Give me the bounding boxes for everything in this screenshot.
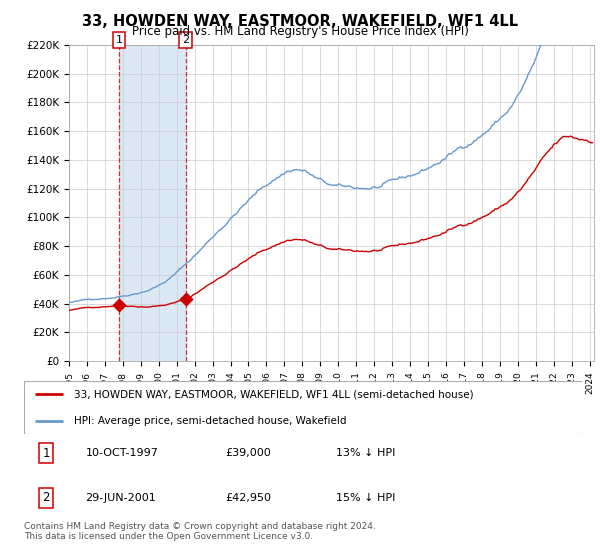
Text: 2: 2 xyxy=(182,35,189,45)
Text: 33, HOWDEN WAY, EASTMOOR, WAKEFIELD, WF1 4LL (semi-detached house): 33, HOWDEN WAY, EASTMOOR, WAKEFIELD, WF1… xyxy=(74,389,474,399)
Text: £39,000: £39,000 xyxy=(225,448,271,458)
Point xyxy=(114,301,124,310)
Text: 10-OCT-1997: 10-OCT-1997 xyxy=(85,448,158,458)
Text: HPI: Average price, semi-detached house, Wakefield: HPI: Average price, semi-detached house,… xyxy=(74,416,347,426)
Text: 15% ↓ HPI: 15% ↓ HPI xyxy=(337,493,396,503)
Text: Price paid vs. HM Land Registry's House Price Index (HPI): Price paid vs. HM Land Registry's House … xyxy=(131,25,469,38)
Bar xyxy=(119,45,185,361)
Text: 1: 1 xyxy=(116,35,122,45)
Point xyxy=(181,295,190,304)
Text: 33, HOWDEN WAY, EASTMOOR, WAKEFIELD, WF1 4LL: 33, HOWDEN WAY, EASTMOOR, WAKEFIELD, WF1… xyxy=(82,14,518,29)
Text: £42,950: £42,950 xyxy=(225,493,271,503)
Text: 1: 1 xyxy=(43,446,50,460)
Text: 29-JUN-2001: 29-JUN-2001 xyxy=(85,493,156,503)
Text: 13% ↓ HPI: 13% ↓ HPI xyxy=(337,448,396,458)
Text: Contains HM Land Registry data © Crown copyright and database right 2024.
This d: Contains HM Land Registry data © Crown c… xyxy=(24,522,376,542)
Text: 2: 2 xyxy=(43,491,50,504)
